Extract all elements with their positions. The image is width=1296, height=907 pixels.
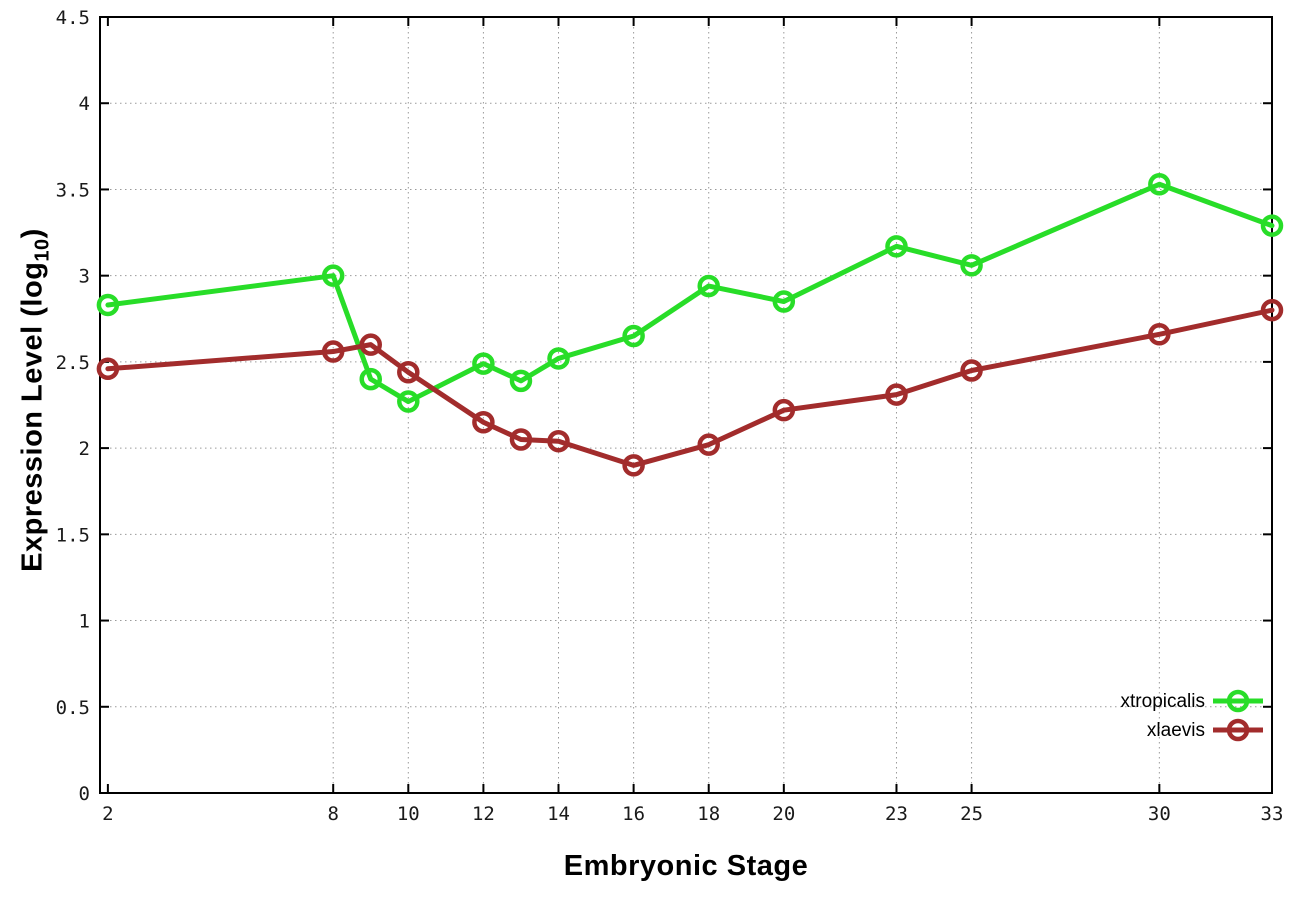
x-tick-label-23: 23 <box>885 803 908 825</box>
y-axis-title-close: ) <box>16 228 49 239</box>
y-tick-label-3: 3 <box>79 266 90 288</box>
x-tick-label-20: 20 <box>772 803 795 825</box>
marker-xtropicalis-stage-33 <box>1260 214 1284 237</box>
marker-xtropicalis-stage-13 <box>509 369 533 393</box>
y-tick-label-0.5: 0.5 <box>56 697 90 719</box>
y-tick-label-1: 1 <box>79 611 90 633</box>
x-tick-label-18: 18 <box>697 803 720 825</box>
marker-xtropicalis-stage-25 <box>960 254 983 277</box>
x-tick-label-33: 33 <box>1261 803 1284 825</box>
legend-marker-xtropicalis <box>1226 689 1250 713</box>
series-line-xlaevis <box>105 307 1275 468</box>
x-tick-label-2: 2 <box>102 803 113 825</box>
marker-xtropicalis-stage-16 <box>622 324 645 348</box>
x-tick-label-30: 30 <box>1148 803 1171 825</box>
x-tick-label-16: 16 <box>622 803 645 825</box>
marker-xlaevis-stage-16 <box>622 454 645 477</box>
y-tick-label-0: 0 <box>79 783 90 805</box>
legend-label-xtropicalis: xtropicalis <box>1121 691 1205 712</box>
y-tick-label-2: 2 <box>79 438 90 460</box>
marker-xlaevis-stage-30 <box>1148 323 1171 346</box>
x-tick-label-8: 8 <box>327 803 338 825</box>
marker-xlaevis-stage-2 <box>96 357 120 381</box>
marker-xtropicalis-stage-12 <box>472 352 495 375</box>
y-tick-label-3.5: 3.5 <box>56 179 90 201</box>
marker-xlaevis-stage-12 <box>472 410 495 434</box>
x-tick-label-14: 14 <box>547 803 570 825</box>
marker-xlaevis-stage-20 <box>772 398 796 422</box>
y-axis-title: Expression Level (log10) <box>16 228 54 572</box>
x-tick-label-12: 12 <box>472 803 495 825</box>
marker-xtropicalis-stage-20 <box>772 290 796 313</box>
marker-xtropicalis-stage-14 <box>547 347 570 370</box>
marker-xlaevis-stage-33 <box>1260 298 1284 322</box>
marker-xtropicalis-stage-23 <box>885 235 908 258</box>
marker-xlaevis-stage-23 <box>885 383 908 406</box>
marker-xtropicalis-stage-9 <box>359 367 383 391</box>
y-axis-title-subscript: 10 <box>31 238 54 262</box>
marker-xtropicalis-stage-18 <box>697 274 720 298</box>
x-tick-label-10: 10 <box>397 803 420 825</box>
y-tick-label-4: 4 <box>79 93 90 115</box>
marker-xlaevis-stage-10 <box>397 360 420 384</box>
marker-xlaevis-stage-8 <box>321 340 345 363</box>
marker-xlaevis-stage-18 <box>697 433 720 456</box>
series-line-xtropicalis <box>105 181 1275 405</box>
marker-xlaevis-stage-9 <box>359 333 383 356</box>
x-axis-title: Embryonic Stage <box>563 850 809 882</box>
plot-border <box>99 16 1273 794</box>
y-tick-label-4.5: 4.5 <box>56 7 90 29</box>
y-axis-title-text: Expression Level (log <box>16 261 49 572</box>
x-tick-label-25: 25 <box>960 803 983 825</box>
y-tick-label-2.5: 2.5 <box>56 352 90 374</box>
legend-marker-xlaevis <box>1226 718 1250 742</box>
y-tick-label-1.5: 1.5 <box>56 524 90 546</box>
marker-xtropicalis-stage-8 <box>321 264 345 287</box>
marker-xtropicalis-stage-2 <box>96 293 120 317</box>
marker-xtropicalis-stage-30 <box>1148 173 1171 196</box>
legend-label-xlaevis: xlaevis <box>1147 720 1205 741</box>
marker-xtropicalis-stage-10 <box>397 390 420 413</box>
marker-xlaevis-stage-13 <box>509 428 533 451</box>
marker-xlaevis-stage-14 <box>547 429 570 453</box>
marker-xlaevis-stage-25 <box>960 359 983 382</box>
